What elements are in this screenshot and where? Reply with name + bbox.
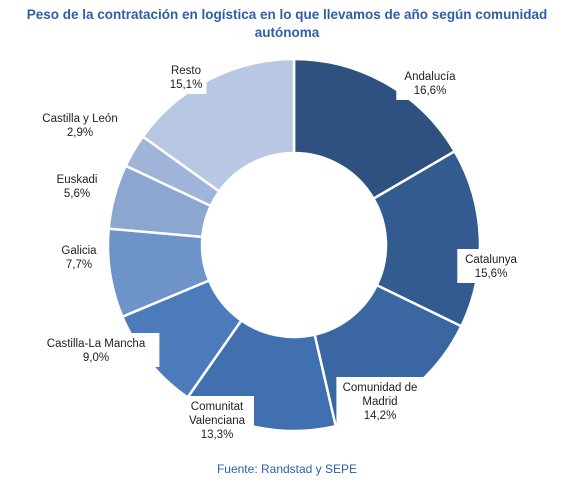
data-label-castilla-la-mancha: Castilla-La Mancha 9,0% (32, 333, 160, 367)
data-label-name: Comunidad de (343, 382, 418, 394)
data-label-value: 7,7% (66, 259, 92, 271)
data-label-value: 5,6% (64, 188, 90, 200)
data-label-name: Comunitat (191, 401, 244, 413)
data-label-name: Castilla y León (42, 113, 117, 125)
data-label-value: 9,0% (83, 352, 109, 364)
data-label-box (396, 66, 464, 100)
data-label-box (26, 108, 134, 142)
data-label-resto: Resto 15,1% (165, 60, 207, 94)
data-label-galicia: Galicia 7,7% (51, 240, 107, 274)
data-label-value: 15,1% (170, 79, 203, 91)
data-label-box (51, 240, 107, 274)
data-label-box (32, 333, 160, 367)
data-label-name: Euskadi (57, 174, 98, 186)
data-label-name: Galicia (61, 245, 97, 257)
data-label-andaluc-a: Andalucía 16,6% (396, 66, 464, 100)
data-label-box (180, 396, 254, 444)
chart-title-line-1: Peso de la contratación en logística en … (26, 7, 548, 22)
slice-catalunya (371, 149, 482, 328)
data-label-value: 14,2% (364, 410, 397, 422)
data-label-name: Resto (171, 65, 201, 77)
data-label-euskadi: Euskadi 5,6% (49, 169, 105, 203)
data-label-catalunya: Catalunya 15,6% (457, 249, 525, 283)
data-label-box (49, 169, 105, 203)
chart-title-line-2: autónoma (254, 25, 320, 40)
slice-resto (141, 57, 296, 194)
data-label-box (165, 60, 207, 94)
data-label-value: 2,9% (67, 127, 93, 139)
data-label-name: Castilla-La Mancha (47, 338, 146, 350)
data-label-name: Madrid (362, 396, 397, 408)
data-label-comunidad-de-madrid: Comunidad de Madrid 14,2% (336, 377, 424, 425)
data-label-name: Catalunya (465, 254, 517, 266)
data-label-comunitat-valenciana: Comunitat Valenciana 13,3% (180, 396, 254, 444)
data-label-name: Andalucía (404, 71, 456, 83)
data-label-value: 15,6% (475, 268, 508, 280)
chart-title: Peso de la contratación en logística en … (0, 6, 574, 42)
data-label-value: 16,6% (414, 85, 447, 97)
data-label-value: 13,3% (201, 429, 234, 441)
data-label-box (457, 249, 525, 283)
source-note: Fuente: Randstad y SEPE (216, 462, 358, 476)
data-label-castilla-y-le-n: Castilla y León 2,9% (26, 108, 134, 142)
slice-andaluc-a (292, 57, 457, 201)
data-label-name: Valenciana (189, 415, 246, 427)
data-label-box (336, 377, 424, 425)
